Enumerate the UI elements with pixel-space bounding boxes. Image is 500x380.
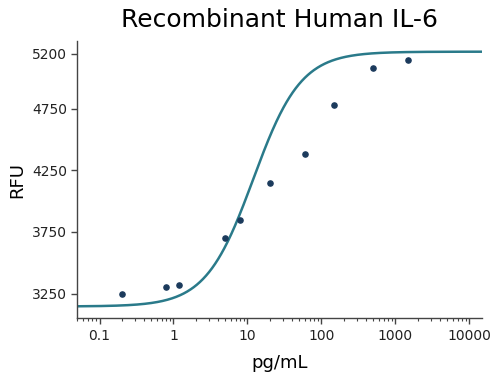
Point [330,102,338,108]
Point [404,57,412,63]
Point [266,180,274,186]
Point [176,282,184,288]
Point [236,217,244,223]
Point [301,151,309,157]
Point [162,284,170,290]
Y-axis label: RFU: RFU [8,162,26,198]
Point [369,65,377,71]
Point [221,235,229,241]
Point [118,290,126,296]
X-axis label: pg/mL: pg/mL [252,354,308,372]
Title: Recombinant Human IL-6: Recombinant Human IL-6 [121,8,438,32]
